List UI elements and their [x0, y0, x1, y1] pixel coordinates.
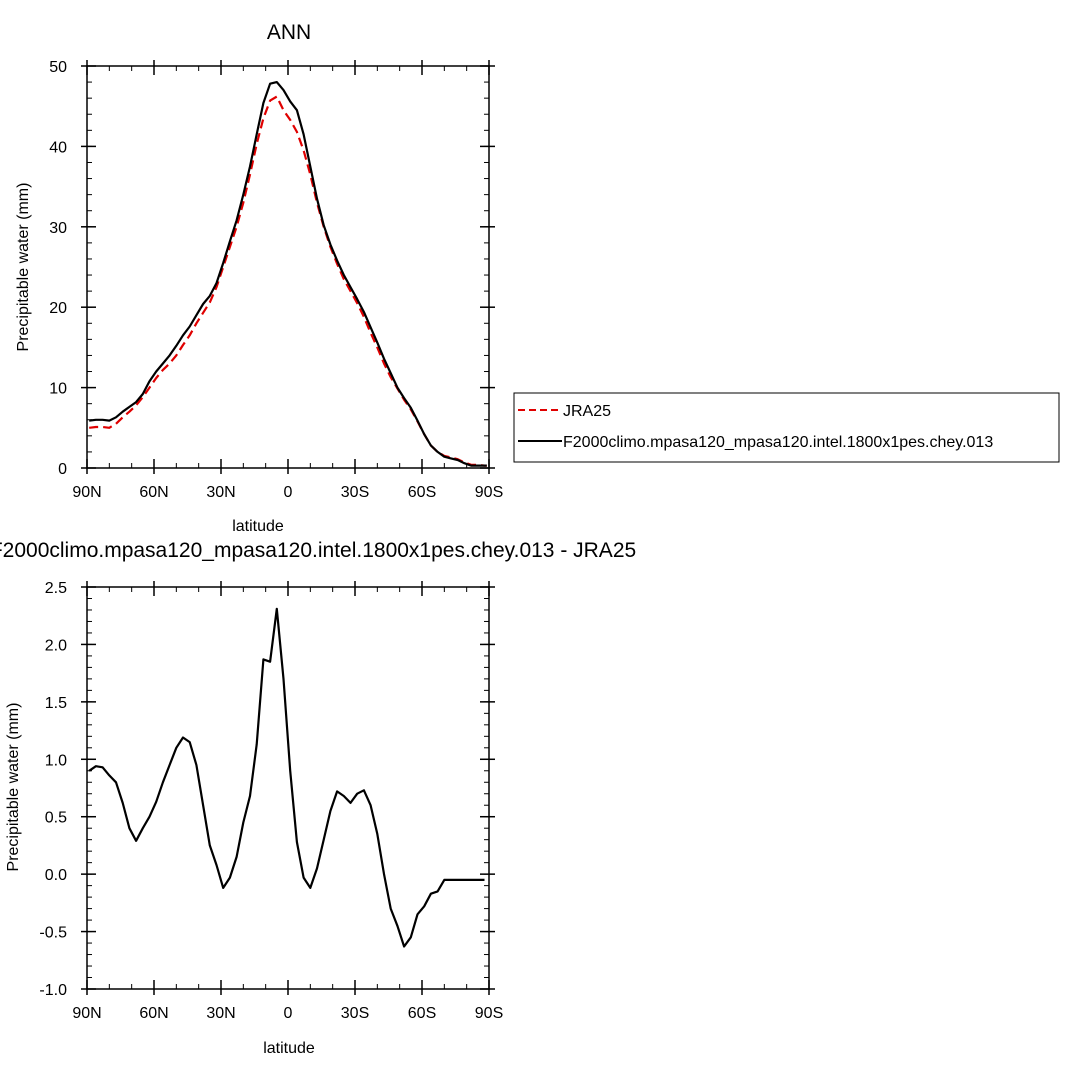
x-tick-label: 60S: [408, 1005, 436, 1022]
y-tick-label: 10: [49, 381, 67, 398]
y-tick-label: -1.0: [39, 982, 67, 999]
y-tick-label: -0.5: [39, 925, 67, 942]
y-tick-label: 1.0: [45, 752, 67, 769]
y-tick-label: 2.0: [45, 637, 67, 654]
x-tick-label: 30N: [206, 1005, 235, 1022]
bottom-chart-plot-frame: [86, 586, 490, 990]
legend-label-jra25: JRA25: [563, 403, 611, 420]
bottom-chart-ticks: 90N 60N 30N 0 30S 60S 90S -1.0 -0.5 0.0 0.5 1.0 1.5 2…: [39, 580, 503, 1022]
series-line-0-1: [89, 80, 487, 467]
y-tick-label: 0.0: [45, 867, 67, 884]
y-tick-label: 0: [58, 461, 67, 478]
x-tick-label: 60N: [139, 484, 168, 501]
x-tick-label: 30N: [206, 484, 235, 501]
x-tick-label: 60S: [408, 484, 436, 501]
x-tick-label: 90N: [72, 484, 101, 501]
series-line-1-0: [88, 607, 485, 948]
top-chart-legend: JRA25 F2000climo.mpasa120_mpasa120.intel…: [513, 392, 1060, 463]
top-chart-title: ANN: [267, 21, 311, 44]
bottom-chart-y-axis-label: Precipitable water (mm): [5, 703, 22, 872]
y-tick-label: 50: [49, 59, 67, 76]
y-tick-label: 1.5: [45, 695, 67, 712]
legend-label-model: F2000climo.mpasa120_mpasa120.intel.1800x…: [563, 434, 993, 451]
x-tick-label: 90S: [475, 1005, 503, 1022]
top-chart-plot-frame: [86, 65, 490, 469]
top-chart-series: [89, 80, 487, 467]
x-tick-label: 0: [284, 484, 293, 501]
y-tick-label: 40: [49, 139, 67, 156]
x-tick-label: 30S: [341, 484, 369, 501]
bottom-chart-x-axis-label: latitude: [263, 1040, 315, 1057]
top-chart-ticks: 90N 60N 30N 0 30S 60S 90S 0 10 20 30 40 50: [49, 59, 503, 501]
x-tick-label: 60N: [139, 1005, 168, 1022]
top-chart: ANN latitude Precipitable water (mm) 90N…: [15, 21, 503, 535]
x-tick-label: 90N: [72, 1005, 101, 1022]
y-tick-label: 0.5: [45, 810, 67, 827]
y-tick-label: 30: [49, 220, 67, 237]
top-chart-x-axis-label: latitude: [232, 518, 284, 535]
series-line-0-0: [89, 95, 487, 467]
legend-box: [513, 392, 1060, 463]
x-tick-label: 0: [284, 1005, 293, 1022]
y-tick-label: 20: [49, 300, 67, 317]
bottom-chart-series: [88, 607, 485, 948]
x-tick-label: 90S: [475, 484, 503, 501]
y-tick-label: 2.5: [45, 580, 67, 597]
top-chart-y-axis-label: Precipitable water (mm): [15, 183, 32, 352]
bottom-chart-title: F2000climo.mpasa120_mpasa120.intel.1800x…: [0, 539, 636, 562]
x-tick-label: 30S: [341, 1005, 369, 1022]
bottom-chart: F2000climo.mpasa120_mpasa120.intel.1800x…: [0, 539, 636, 1057]
